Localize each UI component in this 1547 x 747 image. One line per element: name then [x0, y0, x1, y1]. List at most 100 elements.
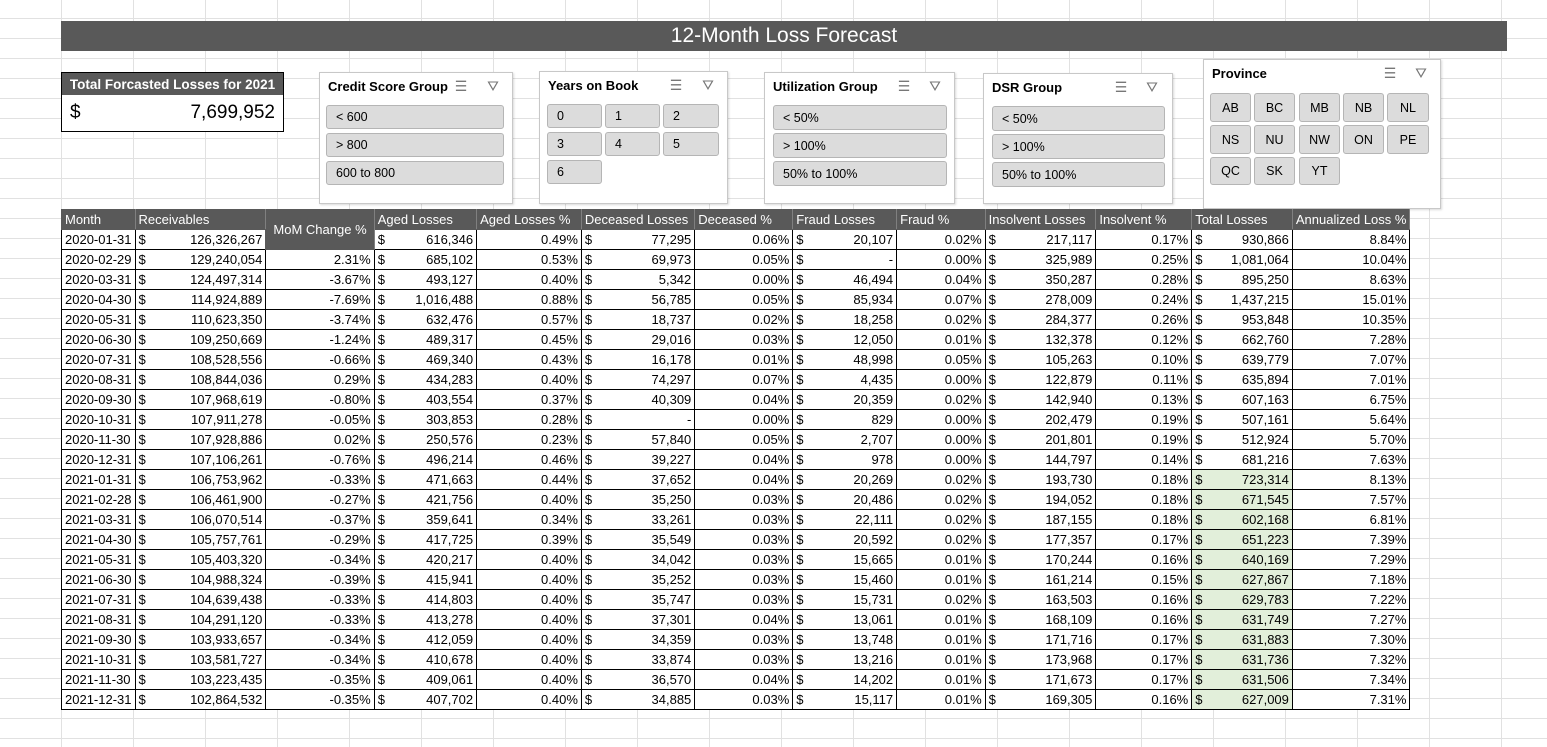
cell-currency[interactable]: $: [1191, 369, 1208, 390]
cell-currency[interactable]: $: [373, 369, 391, 390]
cell-mom-change[interactable]: -0.29%: [265, 529, 375, 550]
cell-insolvent-losses[interactable]: 161,214: [1002, 569, 1097, 590]
cell-insolvent-losses[interactable]: 278,009: [1002, 289, 1097, 310]
cell-total-losses[interactable]: 639,779: [1207, 349, 1293, 370]
column-header-mom-change[interactable]: MoM Change %: [265, 209, 375, 250]
cell-fraud-losses[interactable]: 22,111: [809, 509, 898, 530]
cell-currency[interactable]: $: [984, 349, 1003, 370]
multi-select-icon[interactable]: ☰: [1383, 64, 1397, 81]
cell-mom-change[interactable]: -3.74%: [265, 309, 375, 330]
cell-fraud-losses[interactable]: 12,050: [809, 329, 898, 350]
cell-currency[interactable]: $: [134, 289, 151, 310]
cell-fraud-pct[interactable]: 0.01%: [896, 629, 986, 650]
cell-fraud-losses[interactable]: 20,107: [809, 229, 898, 250]
cell-currency[interactable]: $: [373, 629, 391, 650]
cell-month[interactable]: 2021-02-28: [61, 489, 136, 510]
cell-currency[interactable]: $: [1191, 689, 1208, 710]
cell-currency[interactable]: $: [134, 529, 151, 550]
cell-currency[interactable]: $: [580, 349, 599, 370]
cell-deceased-pct[interactable]: 0.03%: [694, 489, 794, 510]
cell-annualized-loss-pct[interactable]: 8.84%: [1291, 229, 1411, 250]
cell-deceased-losses[interactable]: 34,042: [598, 549, 696, 570]
cell-currency[interactable]: $: [373, 309, 391, 330]
cell-total-losses[interactable]: 1,081,064: [1207, 249, 1293, 270]
slicer-item-province-nw[interactable]: NW: [1299, 125, 1340, 154]
cell-month[interactable]: 2021-07-31: [61, 589, 136, 610]
cell-mom-change[interactable]: -0.33%: [265, 609, 375, 630]
cell-insolvent-losses[interactable]: 170,244: [1002, 549, 1097, 570]
cell-deceased-losses[interactable]: 77,295: [598, 229, 696, 250]
slicer-item-util-gt100[interactable]: > 100%: [773, 133, 947, 158]
cell-mom-change[interactable]: 0.02%: [265, 429, 375, 450]
cell-mom-change[interactable]: -0.34%: [265, 649, 375, 670]
cell-currency[interactable]: $: [792, 269, 810, 290]
cell-currency[interactable]: $: [373, 429, 391, 450]
cell-insolvent-pct[interactable]: 0.16%: [1095, 609, 1193, 630]
cell-insolvent-losses[interactable]: 163,503: [1002, 589, 1097, 610]
cell-receivables[interactable]: 105,403,320: [150, 549, 267, 570]
column-header-deceased-losses[interactable]: Deceased Losses: [580, 209, 696, 230]
cell-currency[interactable]: $: [580, 389, 599, 410]
cell-aged-losses-pct[interactable]: 0.40%: [476, 609, 582, 630]
cell-currency[interactable]: $: [580, 569, 599, 590]
cell-deceased-losses[interactable]: 34,885: [598, 689, 696, 710]
cell-deceased-pct[interactable]: 0.04%: [694, 609, 794, 630]
cell-month[interactable]: 2020-01-31: [61, 229, 136, 250]
cell-aged-losses[interactable]: 359,641: [390, 509, 478, 530]
cell-currency[interactable]: $: [984, 369, 1003, 390]
multi-select-icon[interactable]: ☰: [454, 77, 468, 94]
cell-insolvent-pct[interactable]: 0.26%: [1095, 309, 1193, 330]
cell-month[interactable]: 2021-10-31: [61, 649, 136, 670]
cell-insolvent-losses[interactable]: 122,879: [1002, 369, 1097, 390]
slicer-item-dsr-gt100[interactable]: > 100%: [992, 134, 1165, 159]
cell-currency[interactable]: $: [580, 649, 599, 670]
cell-fraud-pct[interactable]: 0.01%: [896, 689, 986, 710]
cell-fraud-losses[interactable]: 13,061: [809, 609, 898, 630]
cell-annualized-loss-pct[interactable]: 8.13%: [1291, 469, 1411, 490]
cell-total-losses[interactable]: 651,223: [1207, 529, 1293, 550]
multi-select-icon[interactable]: ☰: [669, 76, 683, 93]
cell-receivables[interactable]: 107,911,278: [150, 409, 267, 430]
cell-receivables[interactable]: 129,240,054: [150, 249, 267, 270]
cell-receivables[interactable]: 114,924,889: [150, 289, 267, 310]
cell-deceased-losses[interactable]: 39,227: [598, 449, 696, 470]
column-header-annualized-loss-pct[interactable]: Annualized Loss %: [1291, 209, 1411, 230]
cell-currency[interactable]: $: [373, 249, 391, 270]
cell-currency[interactable]: $: [134, 669, 151, 690]
cell-annualized-loss-pct[interactable]: 7.30%: [1291, 629, 1411, 650]
cell-deceased-losses[interactable]: 34,359: [598, 629, 696, 650]
cell-currency[interactable]: $: [134, 689, 151, 710]
cell-receivables[interactable]: 104,988,324: [150, 569, 267, 590]
cell-annualized-loss-pct[interactable]: 7.29%: [1291, 549, 1411, 570]
cell-insolvent-losses[interactable]: 142,940: [1002, 389, 1097, 410]
cell-currency[interactable]: $: [134, 369, 151, 390]
cell-total-losses[interactable]: 627,009: [1207, 689, 1293, 710]
cell-deceased-losses[interactable]: 74,297: [598, 369, 696, 390]
cell-insolvent-pct[interactable]: 0.13%: [1095, 389, 1193, 410]
cell-currency[interactable]: $: [1191, 549, 1208, 570]
cell-currency[interactable]: $: [373, 469, 391, 490]
cell-currency[interactable]: $: [134, 409, 151, 430]
multi-select-icon[interactable]: ☰: [897, 77, 911, 94]
cell-currency[interactable]: $: [984, 549, 1003, 570]
cell-currency[interactable]: $: [373, 449, 391, 470]
cell-currency[interactable]: $: [134, 609, 151, 630]
clear-filter-icon[interactable]: ⛛: [487, 77, 499, 94]
cell-currency[interactable]: $: [580, 589, 599, 610]
cell-deceased-pct[interactable]: 0.00%: [694, 269, 794, 290]
column-header-insolvent-losses[interactable]: Insolvent Losses: [984, 209, 1097, 230]
cell-fraud-losses[interactable]: 48,998: [809, 349, 898, 370]
cell-mom-change[interactable]: -7.69%: [265, 289, 375, 310]
cell-currency[interactable]: $: [792, 389, 810, 410]
cell-total-losses[interactable]: 512,924: [1207, 429, 1293, 450]
cell-receivables[interactable]: 103,581,727: [150, 649, 267, 670]
cell-month[interactable]: 2020-05-31: [61, 309, 136, 330]
cell-aged-losses-pct[interactable]: 0.40%: [476, 489, 582, 510]
slicer-item-years-2[interactable]: 2: [663, 104, 719, 128]
cell-currency[interactable]: $: [792, 569, 810, 590]
cell-currency[interactable]: $: [1191, 329, 1208, 350]
cell-month[interactable]: 2020-10-31: [61, 409, 136, 430]
cell-insolvent-pct[interactable]: 0.16%: [1095, 689, 1193, 710]
cell-annualized-loss-pct[interactable]: 7.28%: [1291, 329, 1411, 350]
cell-insolvent-losses[interactable]: 217,117: [1002, 229, 1097, 250]
